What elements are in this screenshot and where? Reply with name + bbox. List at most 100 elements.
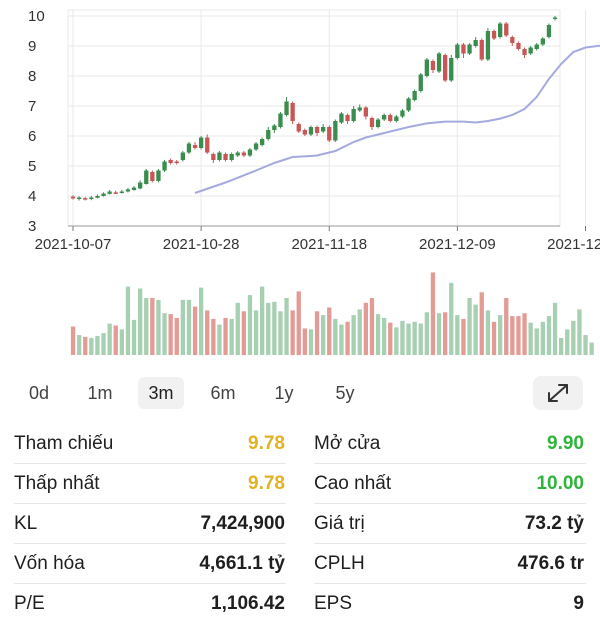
candle-body: [424, 59, 429, 76]
candle-body: [455, 44, 460, 58]
divider: [14, 463, 286, 464]
volume-bar: [589, 342, 594, 355]
candle-body: [168, 160, 173, 163]
candle-body: [510, 37, 515, 43]
volume-bar: [565, 329, 570, 356]
volume-bar: [296, 291, 301, 356]
cplh-label: CPLH: [314, 553, 365, 574]
candle-body: [290, 103, 295, 121]
volume-bar: [162, 313, 167, 355]
candle-body: [95, 196, 100, 198]
candle-body: [180, 152, 185, 160]
candle-body: [400, 110, 405, 117]
candle-body: [119, 191, 124, 193]
candle-body: [131, 187, 137, 190]
volume-bar: [443, 312, 448, 356]
stats-row-5: P/E 1,106.42 EPS 9: [0, 584, 600, 623]
range-5y-button[interactable]: 5y: [335, 383, 355, 403]
candle-body: [327, 127, 332, 141]
kl-value: 7,424,900: [200, 513, 285, 534]
y-tick-label: 8: [28, 68, 36, 85]
volume-bar: [388, 322, 393, 355]
y-tick-label: 9: [28, 38, 36, 55]
volume-bar: [229, 318, 234, 355]
candle-body: [192, 145, 198, 148]
range-6m-button[interactable]: 6m: [210, 383, 236, 403]
volume-bar: [125, 286, 131, 355]
volume-bar: [223, 317, 228, 355]
candle-body: [534, 44, 539, 49]
x-tick-label: 2021-10-07: [35, 236, 112, 253]
candle-body: [522, 49, 527, 55]
candle-body: [473, 40, 478, 46]
candlestick-series: [70, 16, 558, 201]
volume-bar: [302, 328, 307, 355]
candle-body: [89, 197, 94, 199]
volume-bar: [211, 318, 216, 355]
range-1m-button[interactable]: 1m: [87, 383, 113, 403]
expand-button[interactable]: [533, 376, 583, 410]
volume-bar: [473, 304, 478, 355]
volume-bar: [327, 307, 332, 355]
volume-bar: [583, 335, 588, 355]
von-hoa-label: Vốn hóa: [14, 553, 85, 574]
candle-body: [314, 127, 320, 133]
volume-bar: [95, 336, 100, 355]
volume-bar: [485, 310, 491, 355]
candle-body: [516, 43, 521, 49]
candle-body: [174, 161, 179, 163]
volume-bar: [552, 302, 558, 356]
candle-body: [144, 170, 149, 184]
chart-grid: [67, 9, 587, 227]
candle-body: [540, 38, 545, 45]
thap-nhat-value: 9.78: [248, 473, 285, 494]
gia-tri-label: Giá trị: [314, 513, 365, 534]
divider: [14, 543, 286, 544]
volume-bar: [571, 320, 576, 355]
volume-bar: [266, 302, 271, 356]
volume-bar: [144, 298, 149, 355]
candle-body: [223, 154, 228, 160]
x-tick-label: 2021-12-09: [419, 236, 496, 253]
volume-bar: [449, 282, 454, 355]
volume-bar: [314, 311, 320, 355]
volume-bar: [357, 309, 362, 355]
x-tick-label: 2021-12-30: [547, 236, 600, 253]
volume-bar: [253, 310, 259, 355]
y-tick-label: 5: [28, 158, 36, 175]
volume-bar: [491, 321, 497, 356]
range-0d-button[interactable]: 0d: [28, 383, 50, 403]
candle-body: [388, 115, 393, 121]
volume-bar: [351, 315, 356, 355]
eps-value: 9: [573, 593, 584, 614]
divider: [314, 583, 586, 584]
candle-body: [375, 119, 381, 127]
volume-bar: [192, 306, 198, 356]
candle-body: [351, 109, 356, 121]
volume-bar: [199, 287, 204, 356]
cao-nhat-value: 10.00: [536, 473, 584, 494]
candle-body: [77, 197, 82, 199]
candle-body: [284, 101, 289, 115]
range-1y-button[interactable]: 1y: [274, 383, 294, 403]
candle-body: [272, 125, 277, 130]
volume-bar: [516, 316, 521, 355]
volume-bar: [369, 298, 375, 355]
volume-bar: [70, 326, 76, 355]
volume-bar: [174, 317, 179, 355]
volume-bar: [467, 298, 472, 355]
y-axis-ticks: 10 9 8 7 6 5 4 3: [28, 8, 45, 235]
volume-bar: [138, 288, 143, 355]
volume-bar: [418, 323, 423, 355]
divider: [14, 503, 286, 504]
candle-body: [528, 47, 533, 54]
range-3m-button[interactable]: 3m: [138, 377, 184, 409]
candle-body: [436, 53, 442, 72]
volume-bar: [150, 298, 155, 355]
price-chart[interactable]: 10 9 8 7 6 5 4 3 2021-10-07 2021-10-28 2021-11-18…: [0, 0, 600, 365]
candle-body: [162, 161, 167, 171]
candle-body: [369, 118, 375, 127]
candle-body: [357, 107, 362, 111]
x-tick-label: 2021-11-18: [291, 236, 367, 253]
candle-body: [430, 61, 436, 70]
